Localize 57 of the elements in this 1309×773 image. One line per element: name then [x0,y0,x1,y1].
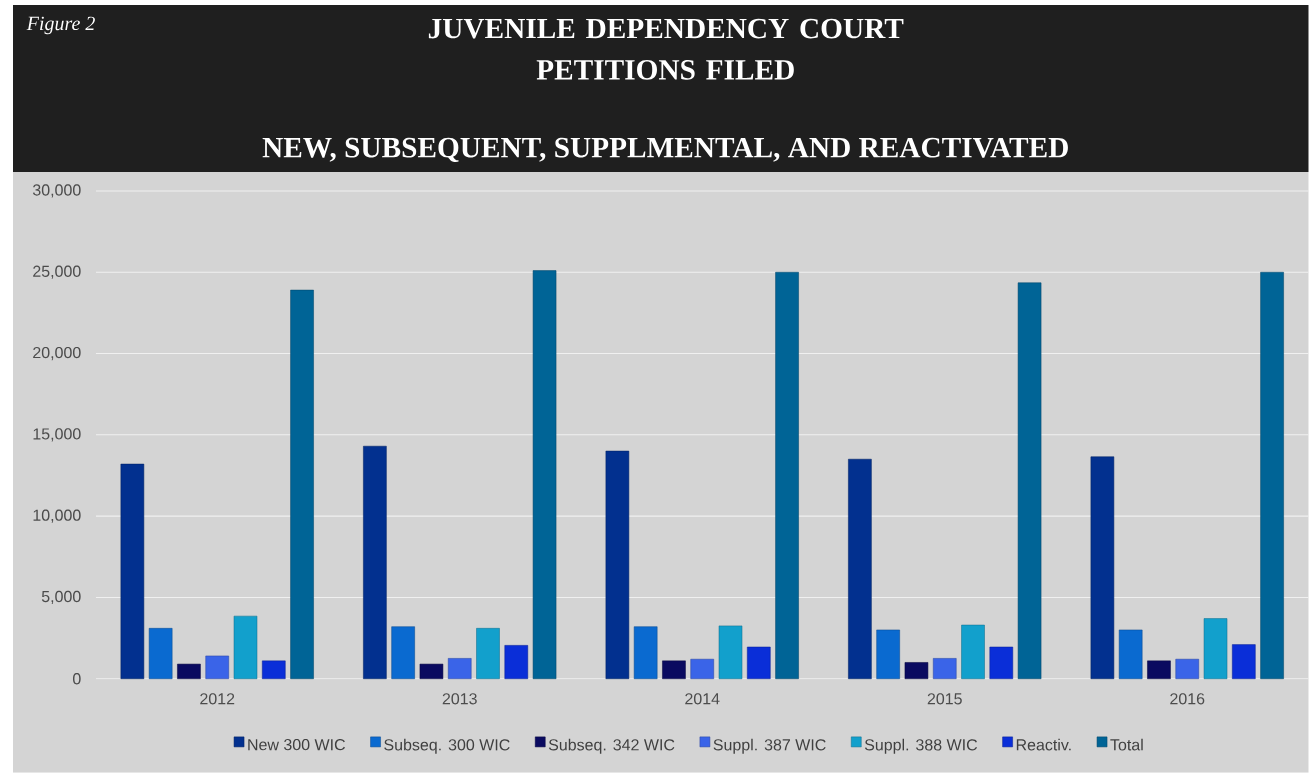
x-tick-label: 2014 [685,693,720,705]
legend-label: Subseq. 300 WIC [384,738,510,754]
y-tick-label: 15,000 [33,428,81,442]
legend-label: New 300 WIC [248,739,345,751]
bar [120,463,145,680]
bar [662,660,686,680]
bar [1090,456,1115,680]
legend-label: Suppl. 387 WIC [713,738,826,754]
bar [718,625,743,680]
bar [690,659,714,680]
y-tick-label: 30,000 [32,184,81,198]
x-tick-label: 2012 [200,693,235,705]
bar [989,646,1014,680]
bar [1203,618,1228,680]
bar [504,645,529,680]
bar [290,289,314,680]
chart-title: JUVENILE DEPENDENCY COURT PETITIONS FILED [428,18,904,80]
bar [148,628,173,680]
bar [932,658,957,680]
bar [1260,272,1284,680]
legend-label: Suppl. 388 WIC [864,738,978,754]
bar [1118,629,1143,680]
bar [391,626,415,680]
chart-subtitle: NEW, SUBSEQUENT, SUPPLMENTAL, AND REACTIVATED [262,137,1068,163]
bar [961,624,985,680]
bar [775,272,799,680]
bar [1232,644,1256,680]
bar [876,629,900,680]
bar [1017,282,1042,680]
y-tick-label: 20,000 [33,347,81,361]
bar [262,660,286,680]
bar [233,616,258,680]
x-tick-label: 2016 [1170,693,1205,705]
caption: Figure 2 [26,16,95,35]
bar [848,459,872,680]
bar [904,662,929,680]
bar [605,450,630,680]
bar [363,446,387,680]
bar [177,663,201,680]
bar [447,658,472,680]
bar [747,646,771,680]
legend-label: Subseq. 342 WIC [548,738,675,754]
bar [1175,659,1199,680]
bar [419,663,444,680]
y-tick-label: 5,000 [41,590,81,605]
x-tick-label: 2015 [927,693,962,705]
y-tick-label: 0 [72,673,81,685]
legend-label: Total [1110,738,1143,751]
bar [1147,660,1171,680]
bar [532,270,557,680]
bar [633,626,658,680]
y-tick-label: 10,000 [33,509,81,523]
x-tick-label: 2013 [442,693,477,705]
legend-label: Reactiv. [1016,738,1071,751]
bar [476,628,500,680]
y-tick-label: 25,000 [33,265,81,279]
bar [205,655,229,680]
